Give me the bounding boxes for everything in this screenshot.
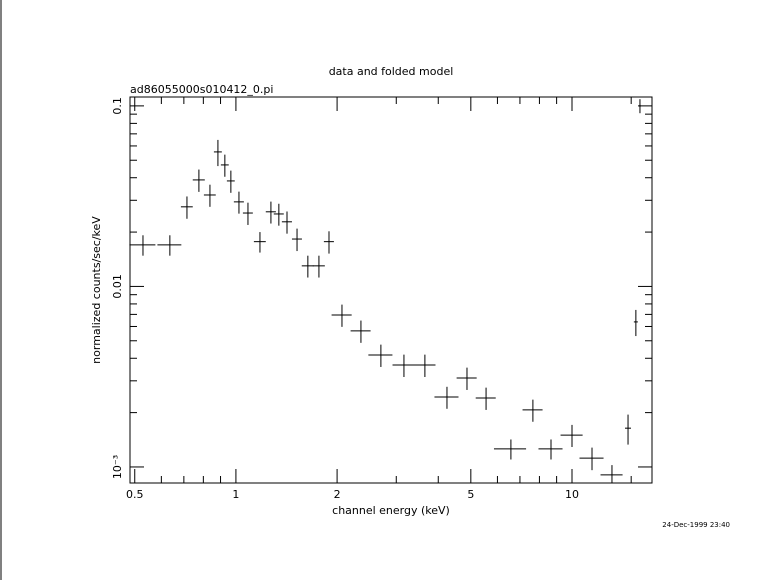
y-axis-label: normalized counts/sec/keV — [90, 216, 103, 364]
y-tick-label: 10⁻³ — [111, 455, 124, 479]
y-tick-label: 0.01 — [111, 274, 124, 299]
x-tick-label: 0.5 — [126, 488, 144, 501]
timestamp: 24-Dec-1999 23:40 — [662, 521, 730, 529]
x-tick-label: 1 — [232, 488, 239, 501]
plot-frame — [129, 96, 653, 484]
x-tick-label: 5 — [467, 488, 474, 501]
x-tick-label: 2 — [334, 488, 341, 501]
y-tick-label: 0.1 — [111, 97, 124, 115]
chart-subtitle: ad86055000s010412_0.pi — [130, 83, 273, 96]
x-axis-label: channel energy (keV) — [332, 504, 450, 517]
x-tick-label: 10 — [565, 488, 579, 501]
chart-title: data and folded model — [329, 65, 454, 78]
